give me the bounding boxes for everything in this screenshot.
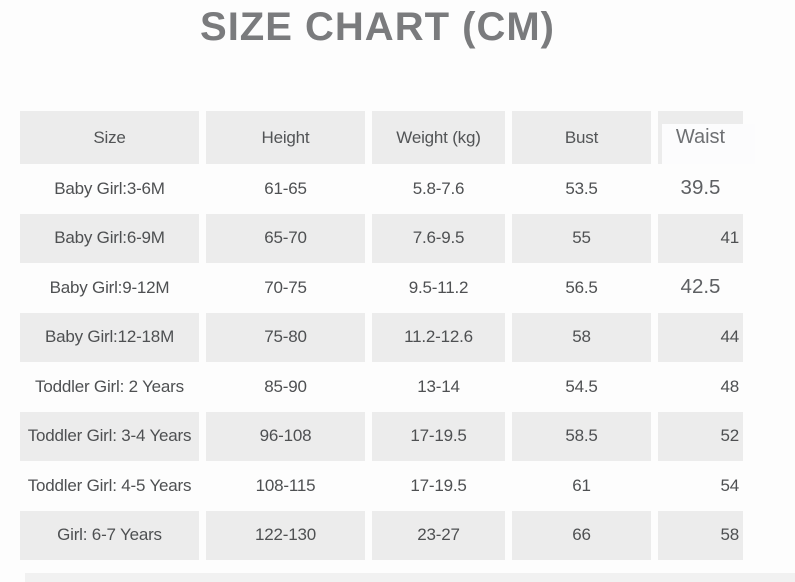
cell-waist: 52 [658,411,743,461]
cell-height: 108-115 [255,475,316,495]
cell-height: 70-75 [264,277,307,297]
column-gutter [651,511,658,561]
waist-header-white-patch [662,124,755,164]
cell-weight: 7.6-9.5 [372,213,505,263]
cell-weight: 11.2-12.6 [372,312,505,362]
cell-waist: 42.5 [680,274,721,298]
column-gutter [505,412,512,462]
cell-weight: 17-19.5 [372,411,505,461]
cell-bust: 54.5 [565,376,598,396]
cell-bust: 58 [512,312,651,362]
cell-bust: 56.5 [565,277,598,297]
column-gutter [505,214,512,264]
column-header-waist: Waist [658,111,755,164]
column-gutter [365,412,372,462]
column-gutter [651,263,658,313]
column-gutter [199,412,206,462]
column-gutter [199,164,206,214]
column-gutter [365,461,372,511]
cell-size: Toddler Girl: 3-4 Years [20,411,199,461]
cell-weight: 5.8-7.6 [412,178,465,198]
column-gutter [199,461,206,511]
column-gutter [199,511,206,561]
column-gutter [199,263,206,313]
column-gutter [199,362,206,412]
cell-size: Baby Girl:12-18M [20,312,199,362]
cell-size: Baby Girl:9-12M [49,277,170,297]
cell-waist: 58 [658,510,743,560]
cell-bust: 58.5 [512,411,651,461]
cell-height: 65-70 [206,213,365,263]
column-gutter [365,164,372,214]
column-gutter [365,214,372,264]
column-gutter [651,461,658,511]
column-gutter [651,164,658,214]
cell-bust: 53.5 [565,178,598,198]
cell-waist: 39.5 [680,175,721,199]
column-gutter [505,313,512,363]
column-gutter [505,164,512,214]
cell-bust: 55 [512,213,651,263]
cell-waist: 44 [658,312,743,362]
cell-height: 122-130 [206,510,365,560]
column-gutter [199,111,206,164]
cell-size: Girl: 6-7 Years [20,510,199,560]
column-header-bust: Bust [512,111,651,164]
column-gutter [199,214,206,264]
size-chart-table: Size Height Weight (kg) Bust Waist Baby … [20,111,755,561]
column-gutter [365,362,372,412]
column-gutter [199,313,206,363]
column-gutter [505,511,512,561]
column-gutter [365,511,372,561]
column-gutter [505,362,512,412]
cell-height: 75-80 [206,312,365,362]
cell-height: 96-108 [206,411,365,461]
cell-bust: 66 [512,510,651,560]
column-gutter [365,111,372,164]
column-gutter [365,263,372,313]
column-gutter [505,461,512,511]
cell-size: Toddler Girl: 4-5 Years [27,475,192,495]
column-gutter [505,111,512,164]
column-header-waist-label: Waist [675,126,726,148]
column-gutter [651,412,658,462]
cell-weight: 13-14 [417,376,460,396]
cell-weight: 9.5-11.2 [408,277,469,297]
cell-waist: 54 [720,475,739,495]
cell-height: 85-90 [264,376,307,396]
next-section-edge [25,573,795,582]
cell-bust: 61 [572,475,591,495]
cell-waist: 48 [720,376,739,396]
column-gutter [651,362,658,412]
column-header-height: Height [206,111,365,164]
cell-weight: 17-19.5 [410,475,467,495]
page-title: SIZE CHART (CM) [200,5,555,49]
column-header-weight: Weight (kg) [372,111,505,164]
column-gutter [651,214,658,264]
cell-size: Toddler Girl: 2 Years [35,376,184,396]
column-gutter [505,263,512,313]
cell-size: Baby Girl:6-9M [20,213,199,263]
cell-height: 61-65 [264,178,307,198]
cell-size: Baby Girl:3-6M [54,178,165,198]
column-gutter [651,111,658,164]
cell-waist: 41 [658,213,743,263]
column-gutter [365,313,372,363]
cell-weight: 23-27 [372,510,505,560]
column-gutter [651,313,658,363]
column-header-size: Size [20,111,199,164]
